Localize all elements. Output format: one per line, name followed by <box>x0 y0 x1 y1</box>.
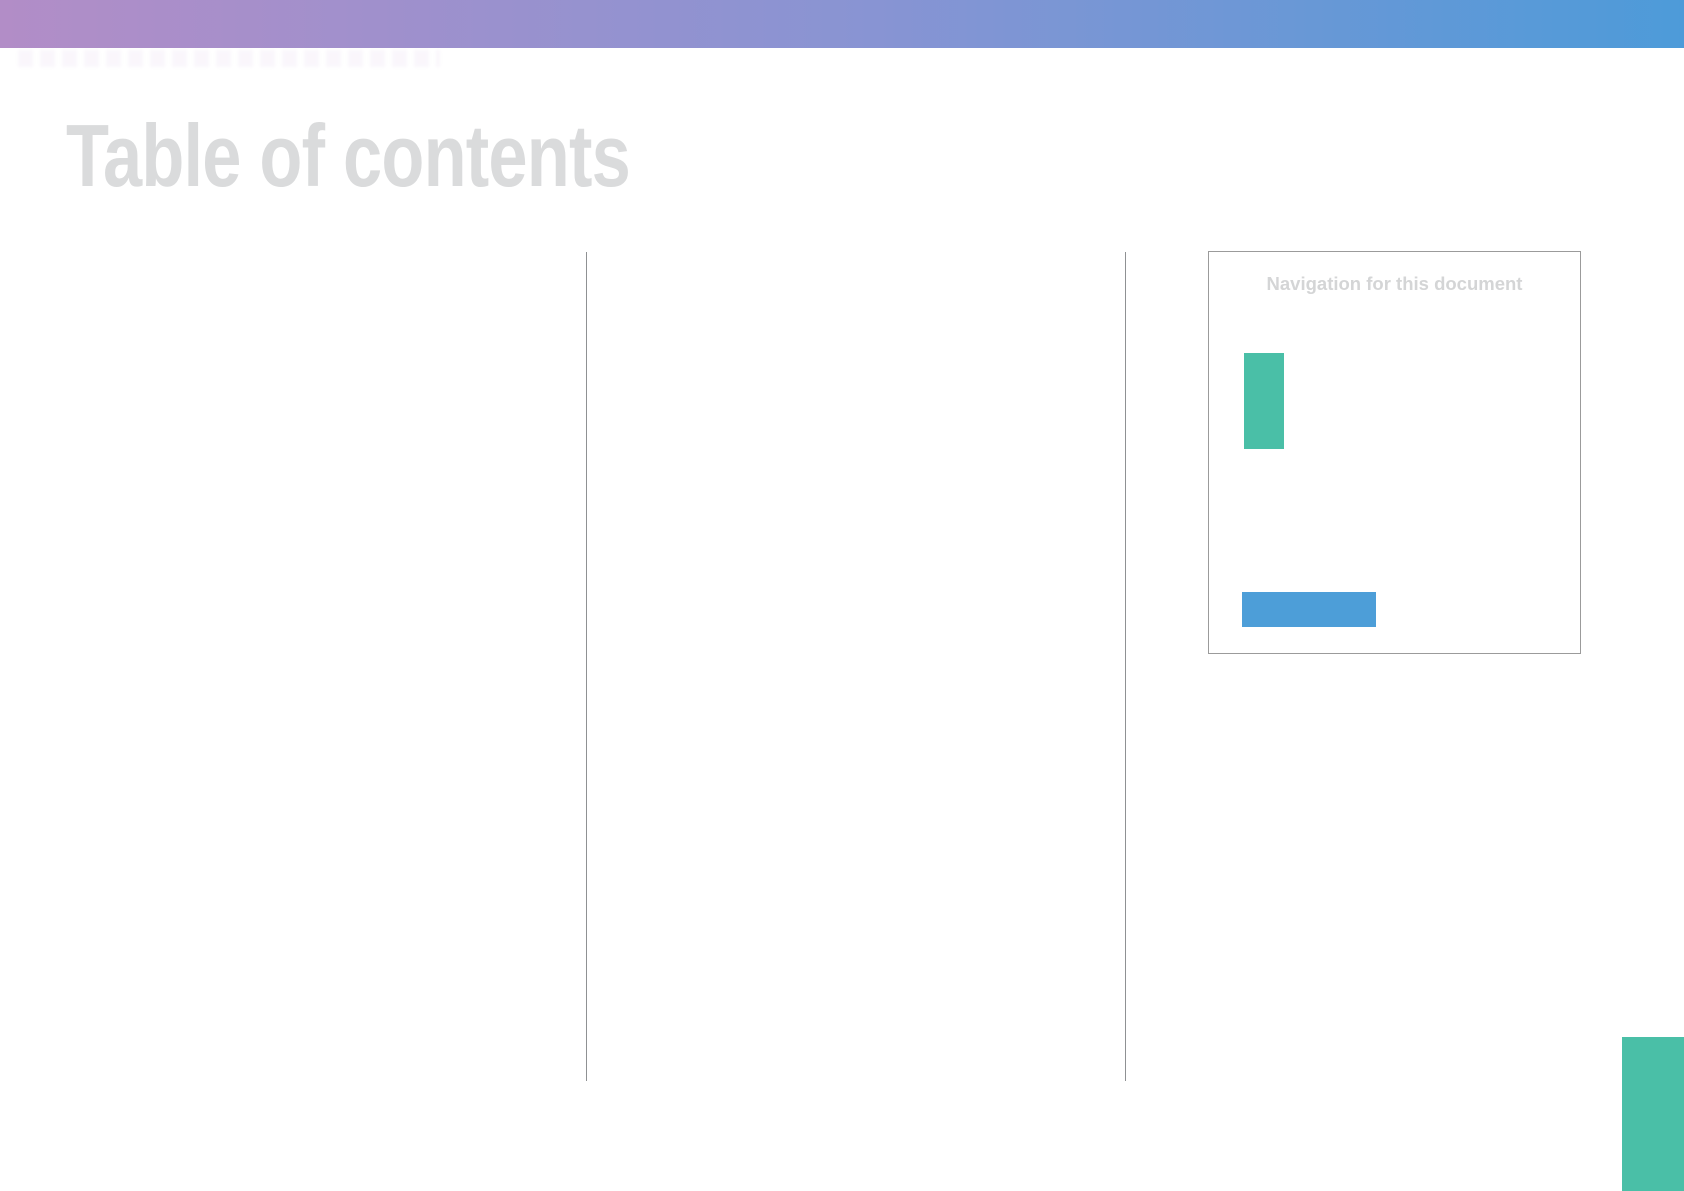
nav-link-button[interactable] <box>1242 592 1376 627</box>
navigation-box-title: Navigation for this document <box>1266 273 1523 294</box>
page-title: Table of contents <box>66 106 631 205</box>
nav-chapter-marker[interactable] <box>1244 353 1284 449</box>
page-edge-tab <box>1622 1037 1684 1191</box>
column-divider-right <box>1125 252 1126 1081</box>
column-divider-left <box>586 252 587 1081</box>
header-gradient-bar <box>0 0 1684 48</box>
faint-text-artifact <box>18 50 440 67</box>
navigation-box: Navigation for this document <box>1208 251 1581 654</box>
